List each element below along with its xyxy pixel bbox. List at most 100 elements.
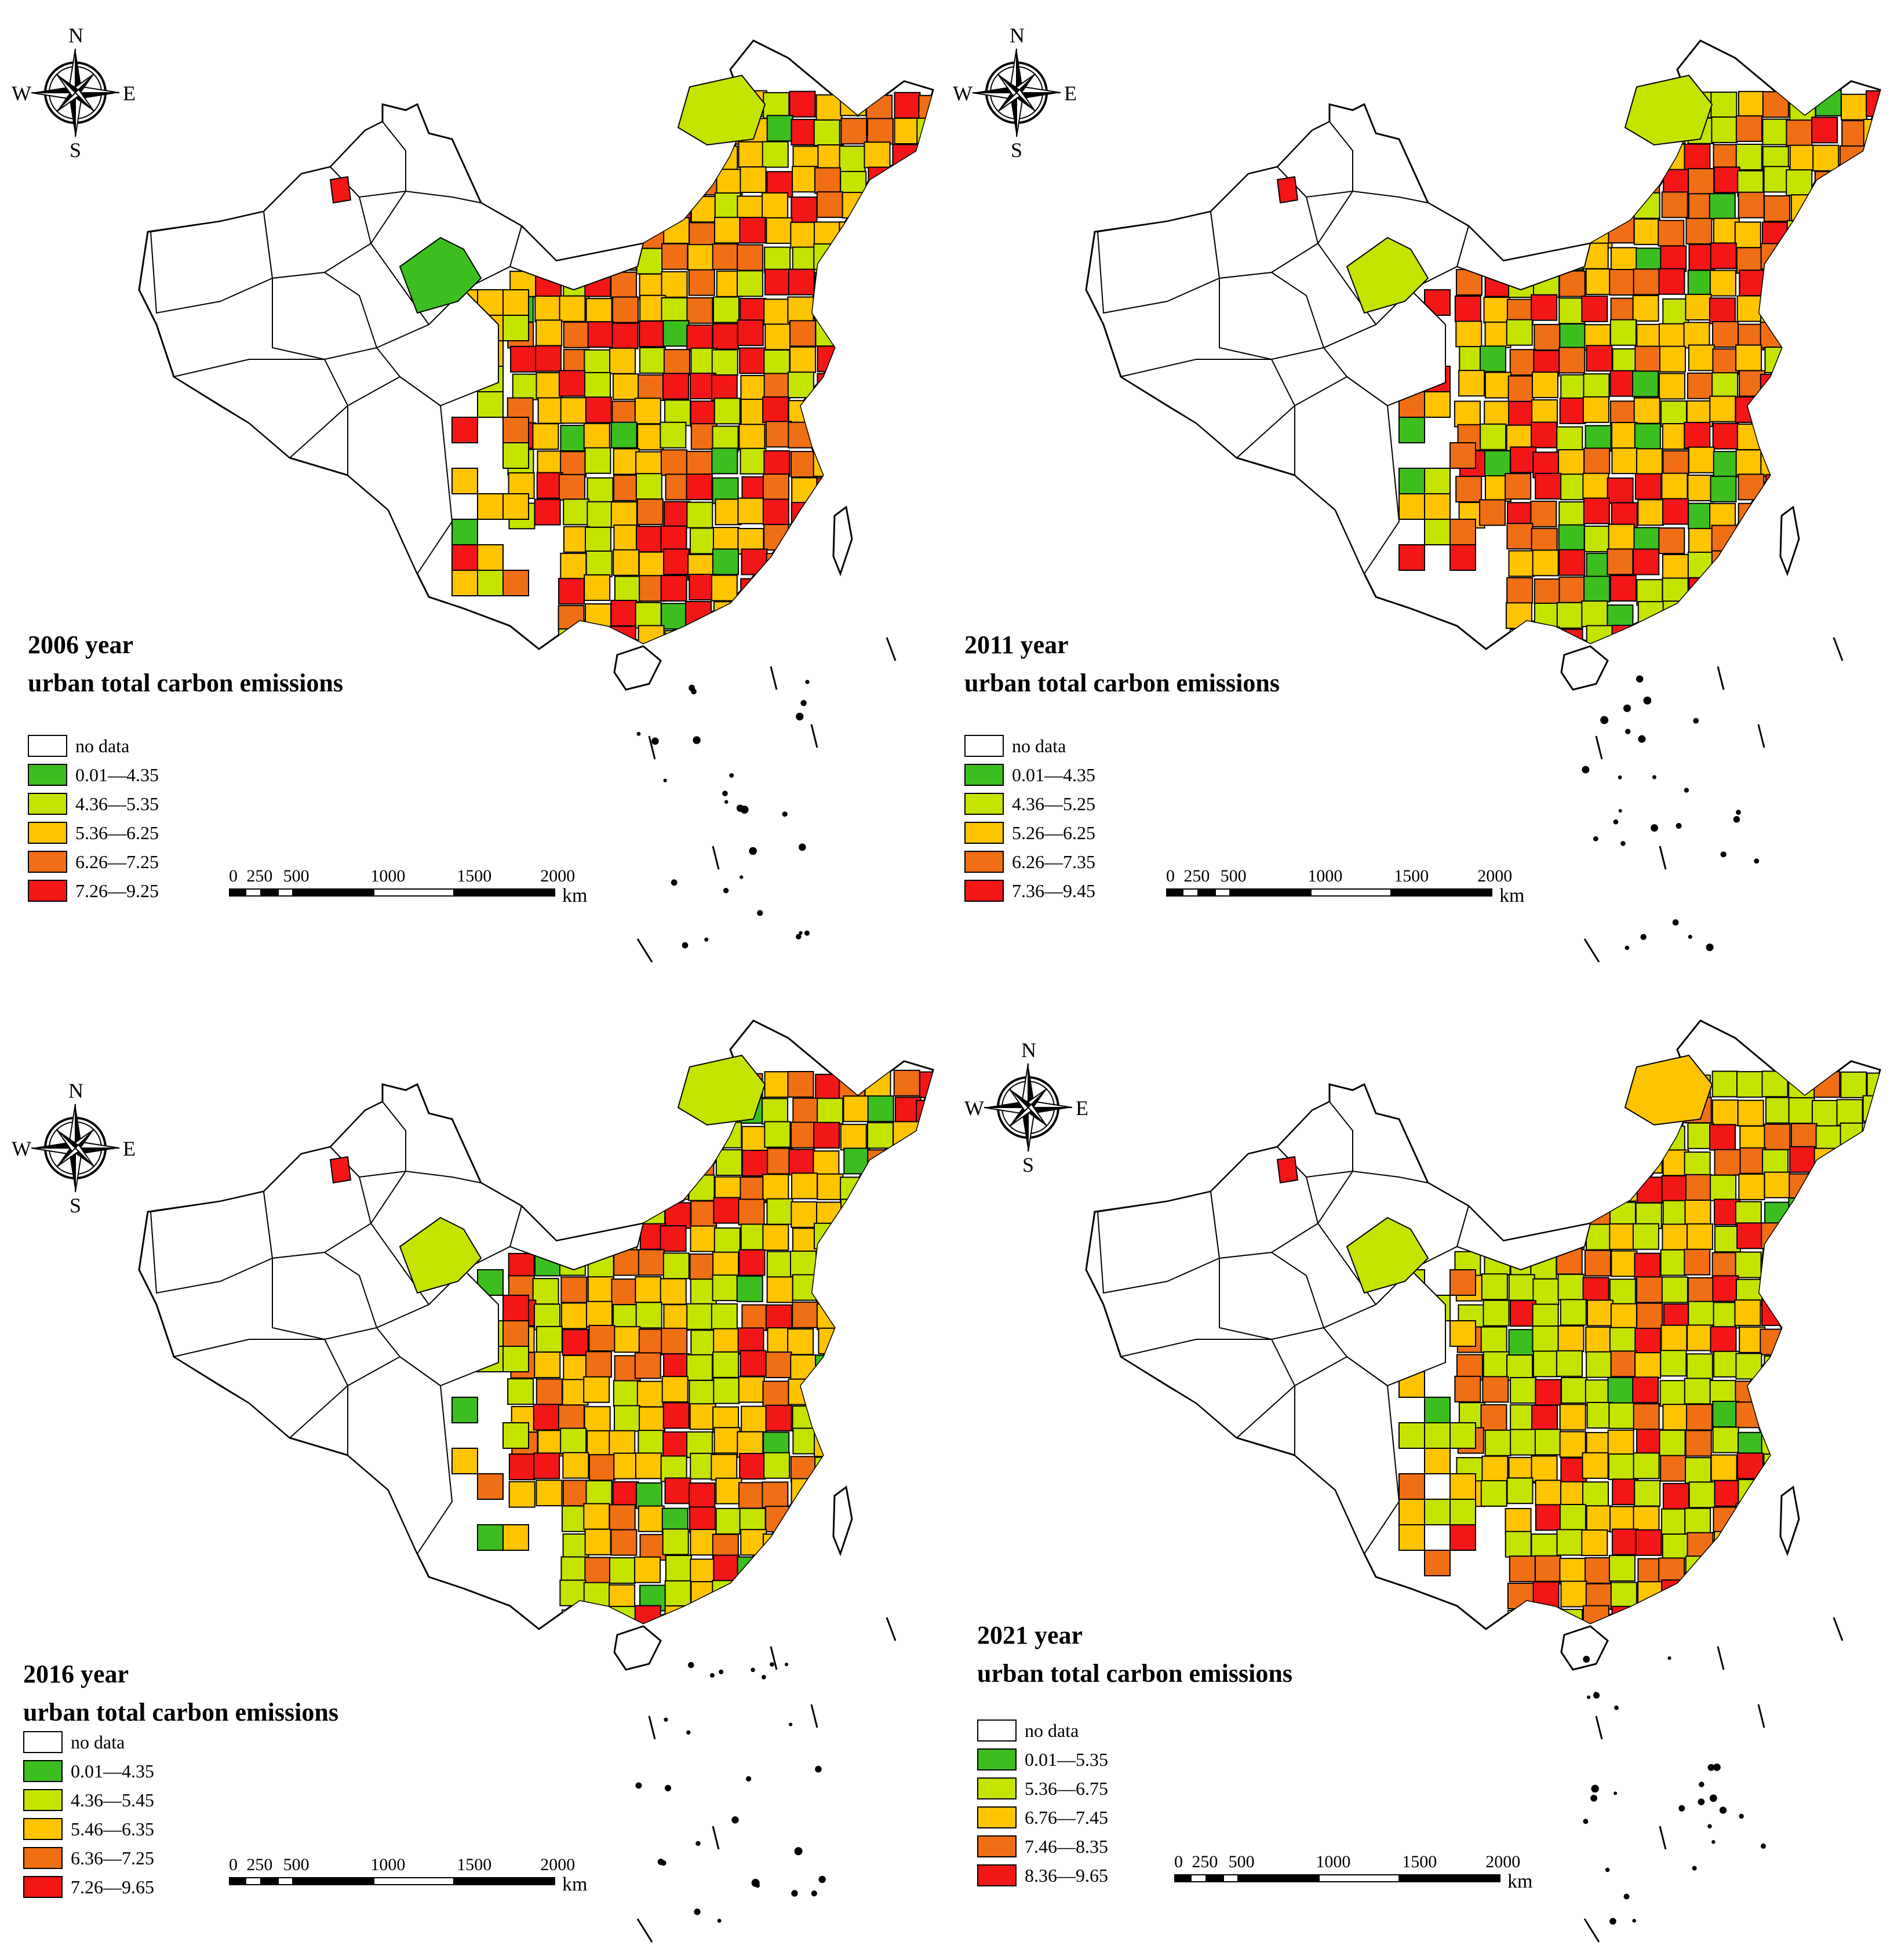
region-class-3: [1683, 322, 1710, 349]
region-hainan: [613, 1625, 662, 1671]
region-class-2: [1480, 1480, 1507, 1507]
region-class-2: [1838, 422, 1865, 449]
island-mark: [1707, 1824, 1712, 1828]
region-class-4: [584, 195, 611, 222]
region-class-3: [637, 424, 664, 451]
region-class-2: [1684, 1151, 1711, 1178]
island-mark: [815, 1765, 822, 1773]
region-class-2: [864, 1431, 891, 1458]
region-class-4: [1761, 600, 1788, 627]
region-class-4: [763, 524, 791, 551]
region-class-4: [792, 1097, 819, 1124]
region-class-3: [1610, 1303, 1637, 1330]
region-class-2: [1764, 347, 1791, 374]
island-mark: [719, 1669, 724, 1674]
region-class-3: [1711, 1099, 1739, 1127]
region-class-2: [867, 1480, 894, 1507]
island-mark: [1638, 735, 1646, 743]
island-mark: [1733, 816, 1740, 823]
region-urumqi: [1276, 1156, 1299, 1184]
region-class-5: [791, 502, 818, 529]
region-class-2: [1398, 1422, 1425, 1449]
region-class-5: [1867, 475, 1880, 502]
scale-tick-label: 250: [1183, 866, 1210, 886]
region-class-3: [894, 345, 921, 372]
region-class-3: [766, 217, 793, 244]
region-class-2: [477, 391, 504, 418]
region-class-3: [791, 1201, 818, 1228]
region-class-3: [583, 422, 610, 450]
region-class-3: [536, 372, 563, 399]
region-class-4: [1449, 519, 1476, 545]
island-mark: [784, 1662, 789, 1667]
region-class-3: [1735, 449, 1762, 476]
region-class-2: [1662, 600, 1689, 628]
region-class-4: [1790, 473, 1817, 501]
region-class-5: [840, 601, 867, 628]
region-class-5: [892, 395, 919, 422]
island-mark: [636, 731, 641, 736]
island-mark: [682, 942, 689, 949]
region-class-3: [1813, 627, 1841, 649]
region-class-2: [1608, 1554, 1636, 1582]
region-class-4: [1507, 375, 1535, 402]
region-class-2: [788, 1605, 815, 1629]
scale-bar-segment: [229, 1877, 245, 1885]
region-class-3: [762, 192, 789, 219]
region-class-5: [763, 450, 791, 477]
region-class-2: [1534, 602, 1561, 629]
region-class-3: [1735, 344, 1762, 371]
region-class-1: [894, 425, 921, 453]
region-class-5: [890, 1328, 917, 1355]
island-mark: [688, 1662, 694, 1668]
region-class-3: [508, 1481, 536, 1508]
region-class-4: [634, 143, 661, 170]
region-class-3: [1583, 1147, 1610, 1174]
region-class-2: [1659, 1429, 1686, 1456]
scale-tick-label: 1000: [370, 1855, 406, 1874]
region-class-5: [1609, 574, 1637, 602]
region-class-3: [1636, 448, 1663, 475]
region-class-3: [1535, 1480, 1562, 1507]
region-class-5: [916, 1146, 933, 1174]
region-class-4: [1839, 349, 1866, 376]
region-class-1: [711, 447, 738, 475]
region-class-3: [1483, 297, 1510, 324]
region-class-5: [1814, 601, 1841, 628]
region-class-3: [609, 347, 636, 374]
region-class-4: [1812, 424, 1840, 451]
island-mark: [1623, 704, 1631, 712]
scale-bar-segment: [1222, 1874, 1239, 1882]
region-class-2: [842, 320, 869, 348]
region-class-3: [536, 319, 563, 347]
region-class-3: [1532, 1610, 1560, 1629]
region-class-3: [1838, 195, 1865, 223]
island-mark: [805, 680, 810, 684]
scale-tick-label: 1500: [1402, 1852, 1437, 1871]
region-class-2: [715, 1121, 742, 1149]
region-class-5: [689, 1506, 716, 1533]
region-gansu-west: [1346, 236, 1429, 314]
legend-item-no-data: no data: [964, 731, 1095, 760]
region-class-2: [1815, 498, 1842, 525]
region-class-5: [1713, 166, 1740, 194]
island-mark: [740, 806, 749, 814]
region-class-3: [537, 1430, 564, 1457]
legend-swatch: [23, 1760, 63, 1782]
region-class-5: [1531, 294, 1558, 321]
region-class-3: [1709, 395, 1736, 422]
region-class-4: [712, 243, 739, 270]
region-class-2: [1862, 1456, 1880, 1483]
region-class-2: [1609, 1327, 1636, 1354]
region-gansu-west: [399, 236, 482, 314]
region-class-2: [1484, 1429, 1511, 1456]
region-class-4: [867, 221, 894, 249]
map-title: 2016 year urban total carbon emissions: [23, 1655, 338, 1732]
region-class-4: [638, 1073, 665, 1101]
region-class-5: [889, 243, 916, 271]
region-class-4: [660, 449, 687, 476]
region-no-data: [329, 1101, 406, 1178]
region-class-5: [1760, 374, 1787, 401]
region-hainan: [1560, 645, 1609, 691]
region-class-5: [919, 1198, 933, 1225]
